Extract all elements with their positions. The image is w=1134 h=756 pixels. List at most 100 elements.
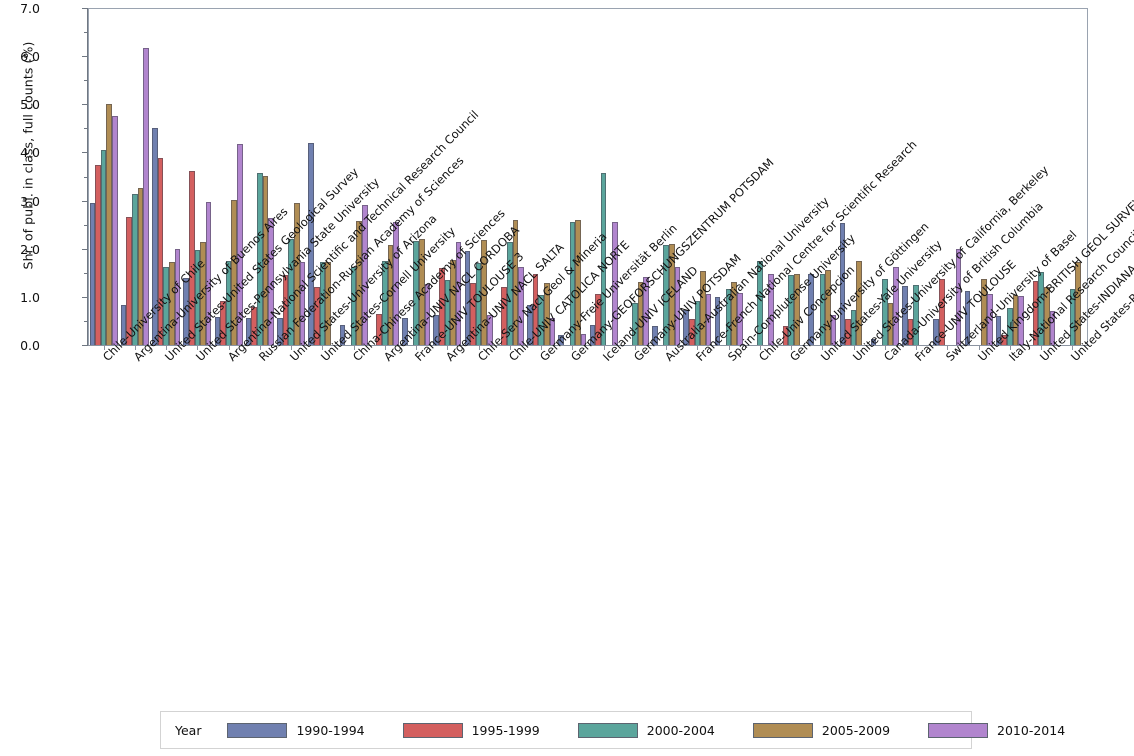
legend-item[interactable]: 2010-2014	[928, 722, 1065, 738]
bar	[543, 283, 550, 345]
bar-group	[869, 8, 900, 345]
bar	[643, 276, 649, 345]
bar	[600, 172, 607, 345]
bar	[575, 219, 581, 345]
bar	[225, 260, 232, 345]
bar	[214, 317, 221, 345]
bar	[839, 223, 846, 345]
bar	[200, 241, 206, 345]
bar	[1007, 308, 1013, 345]
legend: Year 1990-1994 1995-1999 2000-2004 2005-200…	[160, 711, 1065, 749]
bar	[402, 317, 408, 345]
bar	[487, 314, 493, 345]
x-tick-mark	[572, 346, 574, 350]
bar-group	[744, 8, 775, 345]
legend-item[interactable]: 1995-1999	[402, 722, 540, 738]
bar-group	[963, 8, 994, 345]
bar	[825, 270, 831, 345]
bar	[433, 315, 439, 345]
x-tick-mark	[259, 346, 261, 350]
bar	[558, 335, 564, 345]
bar	[501, 287, 508, 345]
bar	[995, 316, 1002, 345]
x-tick-mark	[759, 346, 761, 350]
bar	[907, 319, 914, 345]
bar	[668, 243, 675, 345]
legend-item[interactable]: 2005-2009	[752, 722, 891, 738]
bar	[231, 199, 238, 345]
x-tick-mark	[228, 346, 230, 350]
bar	[768, 273, 774, 345]
legend-label: 2005-2009	[821, 722, 891, 738]
y-tick-mark	[82, 8, 87, 9]
bar	[356, 220, 363, 345]
x-tick-mark	[603, 346, 605, 350]
bar	[277, 317, 283, 345]
bar	[913, 284, 919, 345]
x-tick-mark	[134, 346, 136, 350]
bar-group	[432, 8, 463, 345]
bar-group	[776, 8, 807, 345]
bar	[174, 248, 181, 345]
bar-group	[338, 8, 369, 345]
x-tick-mark	[916, 346, 918, 350]
x-tick-mark	[1009, 346, 1011, 350]
bar	[95, 165, 101, 345]
bar-group	[932, 8, 963, 345]
bar	[1069, 288, 1076, 345]
bar	[325, 262, 331, 345]
bar	[168, 262, 175, 345]
y-tick-mark	[82, 200, 87, 202]
legend-item[interactable]: 2000-2004	[577, 722, 715, 738]
bar	[938, 278, 945, 345]
bar-group	[588, 8, 619, 345]
bar	[882, 279, 888, 345]
bar	[299, 261, 306, 345]
bar	[887, 303, 894, 345]
legend-label: 1995-1999	[471, 722, 540, 738]
bar	[549, 318, 556, 345]
y-tick-mark	[82, 104, 87, 106]
bar	[143, 48, 149, 345]
y-tick-label: 4.0	[20, 145, 40, 161]
x-tick-mark	[416, 346, 418, 350]
bar	[632, 302, 638, 345]
x-tick-mark	[884, 346, 886, 350]
bar-group	[369, 8, 400, 345]
bar	[387, 244, 394, 345]
bar	[350, 266, 357, 345]
bar	[870, 339, 877, 345]
bar	[393, 221, 399, 345]
bar	[126, 216, 133, 345]
bar	[251, 306, 258, 345]
legend-items: 1990-1994 1995-1999 2000-2004 2005-2009 2010…	[227, 722, 1103, 738]
y-tick-mark	[82, 248, 87, 250]
bar-group	[307, 8, 338, 345]
bar	[652, 325, 658, 345]
bar-group	[682, 8, 713, 345]
bar	[580, 334, 587, 345]
legend-label: 1990-1994	[296, 722, 365, 738]
y-tick-label: 6.0	[20, 49, 40, 65]
x-tick-mark	[1041, 346, 1043, 350]
bar	[382, 260, 388, 345]
bar	[464, 250, 471, 345]
legend-item[interactable]: 1990-1994	[227, 722, 365, 738]
bar	[163, 267, 169, 345]
bar-group	[244, 8, 275, 345]
bar	[731, 281, 738, 345]
y-tick-label: 0.0	[20, 338, 40, 353]
bar	[1012, 294, 1019, 345]
legend-color-swatch	[402, 722, 463, 738]
bar-group	[213, 8, 244, 345]
y-tick-label: 7.0	[20, 1, 40, 16]
bar-group	[88, 8, 119, 345]
y-tick-mark	[82, 152, 87, 154]
x-tick-mark	[166, 346, 168, 350]
x-tick-mark	[947, 346, 949, 350]
bar	[339, 324, 346, 345]
bar	[137, 187, 144, 345]
bar	[694, 300, 701, 345]
x-tick-mark	[978, 346, 980, 350]
bar	[1049, 311, 1056, 345]
